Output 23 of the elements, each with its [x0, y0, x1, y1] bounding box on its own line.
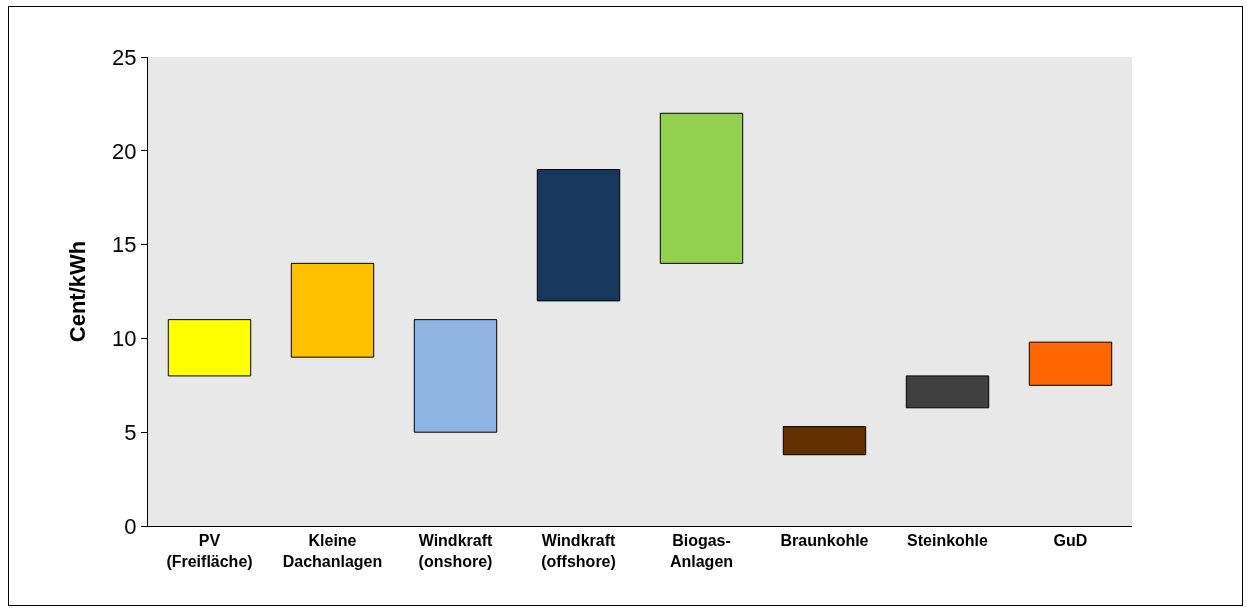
x-tick-label: GuD — [1053, 532, 1088, 550]
bar — [536, 169, 621, 302]
x-tick-label: Braunkohle — [780, 532, 869, 550]
bar — [659, 112, 744, 264]
y-tick-label: 5 — [124, 419, 137, 445]
x-tick-label: Kleine Dachanlagen — [282, 532, 383, 570]
bar — [782, 426, 867, 456]
bar — [1028, 341, 1113, 386]
y-tick-label: 20 — [112, 138, 137, 164]
bar — [413, 319, 498, 433]
y-tick-label: 15 — [112, 232, 137, 258]
y-tick-label: 25 — [112, 44, 137, 70]
x-tick-label: Windkraft (offshore) — [541, 532, 616, 570]
bar — [167, 319, 252, 377]
y-tick-label: 10 — [112, 326, 137, 352]
x-tick-label: PV (Freifläche) — [166, 532, 253, 570]
x-tick-label: Steinkohle — [907, 532, 989, 550]
x-tick-label: Biogas- Anlagen — [669, 532, 734, 570]
y-axis-title: Cent/kWh — [64, 240, 90, 343]
y-tick-label: 0 — [124, 513, 137, 539]
x-tick-label: Windkraft (onshore) — [418, 532, 493, 570]
bar — [290, 262, 375, 358]
bar — [905, 375, 990, 409]
